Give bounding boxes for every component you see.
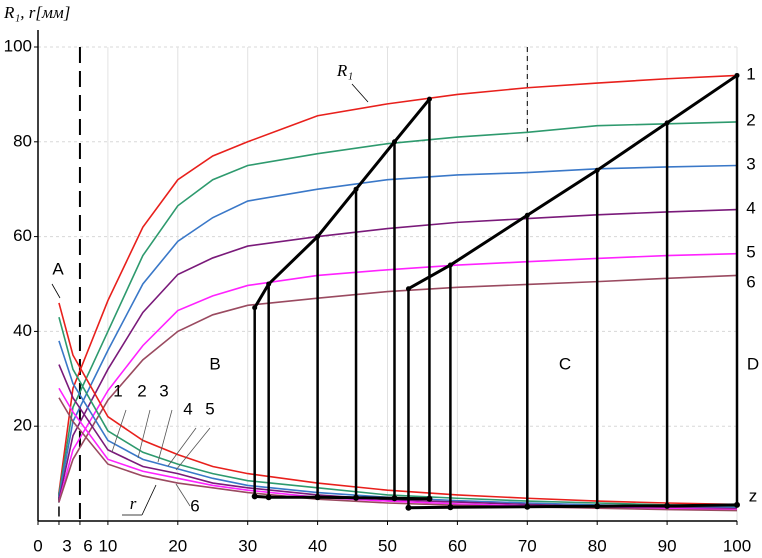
base-point [353, 494, 360, 501]
series-label: 6 [746, 272, 755, 291]
construction-point [266, 281, 272, 287]
x-tick-label: 30 [238, 536, 257, 555]
annotation: A [52, 259, 64, 278]
leader [51, 283, 61, 299]
series-line [58, 208, 738, 500]
construction-point [353, 186, 359, 192]
base-point [664, 502, 671, 509]
y-tick-label: 80 [13, 131, 32, 150]
series-line [58, 121, 738, 496]
x-tick-label: 3 [62, 536, 71, 555]
construction-point [426, 96, 432, 102]
series-label: 3 [159, 381, 168, 400]
series-label: 5 [746, 242, 755, 261]
y-tick-label: 40 [13, 321, 32, 340]
construction-point [664, 120, 670, 126]
base-point [251, 493, 258, 500]
series-line [58, 274, 738, 503]
series-label: 6 [190, 496, 199, 515]
x-tick-label: 50 [378, 536, 397, 555]
series-label: 4 [183, 399, 192, 418]
series-line [58, 74, 738, 493]
series-label: 3 [746, 154, 755, 173]
base-point [391, 495, 398, 502]
series-line [58, 302, 738, 506]
y-tick-label: 20 [13, 416, 32, 435]
series-line [58, 252, 738, 503]
base-point [447, 504, 454, 511]
leader [141, 484, 157, 516]
series-line [58, 316, 738, 508]
annotation: R₁ [336, 61, 353, 80]
series-label: 4 [746, 198, 755, 217]
construction-point [734, 72, 740, 78]
base-point [594, 503, 601, 510]
series-label: 5 [205, 399, 214, 418]
construction-line [253, 98, 431, 309]
base-point [524, 503, 531, 510]
annotation: D [747, 354, 759, 373]
label-leader [111, 409, 127, 453]
annotation: C [559, 354, 571, 373]
base-point [265, 494, 272, 501]
label-leader [157, 409, 173, 463]
series-label: 1 [113, 381, 122, 400]
series-line [58, 164, 738, 498]
leader [351, 83, 369, 103]
y-tick-label: 100 [4, 36, 32, 55]
label-leader [175, 427, 211, 471]
series-label: 2 [746, 110, 755, 129]
series-line [58, 397, 738, 512]
construction-point [315, 234, 321, 240]
x-tick-label: 10 [98, 536, 117, 555]
x-tick-label: 6 [83, 536, 92, 555]
construction-point [405, 286, 411, 292]
base-point [405, 504, 412, 511]
x-tick-label: 80 [588, 536, 607, 555]
x-tick-label: 20 [168, 536, 187, 555]
x-tick-label: 100 [723, 536, 751, 555]
annotation: z [749, 486, 758, 505]
y-tick-label: 60 [13, 226, 32, 245]
construction-point [447, 262, 453, 268]
construction-point [594, 167, 600, 173]
construction-line [407, 74, 738, 291]
x-tick-label: 40 [308, 536, 327, 555]
base-point [426, 495, 433, 502]
construction-point [252, 305, 258, 311]
x-tick-label: 90 [658, 536, 677, 555]
construction-point [524, 212, 530, 218]
annotation: B [209, 354, 220, 373]
series-line [58, 340, 738, 509]
construction-base [408, 503, 738, 510]
construction-point [391, 139, 397, 145]
x-tick-label: 0 [33, 536, 42, 555]
label-leader [167, 427, 197, 467]
series-label: 1 [746, 64, 755, 83]
base-point [734, 501, 740, 508]
construction-base [254, 494, 430, 501]
annotation: r [130, 494, 137, 513]
x-tick-label: 60 [448, 536, 467, 555]
base-point [314, 494, 321, 501]
x-tick-label: 70 [518, 536, 537, 555]
y-axis-label: R₁, r[мм] [3, 3, 70, 22]
label-leader [175, 483, 191, 507]
label-leader [137, 409, 151, 459]
series-label: 2 [137, 381, 146, 400]
